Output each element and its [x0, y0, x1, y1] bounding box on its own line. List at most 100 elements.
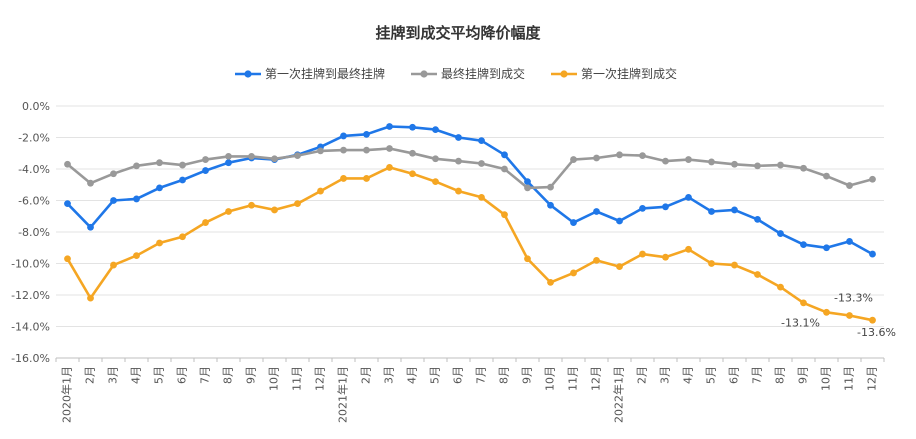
data-point [179, 161, 186, 169]
x-tick-label: 5月 [705, 366, 718, 384]
data-point [225, 159, 232, 167]
x-tick-label: 3月 [383, 366, 396, 384]
series-layer [64, 123, 876, 324]
data-point [156, 239, 163, 247]
x-tick-label: 10月 [544, 366, 557, 391]
x-tick-label: 9月 [245, 366, 258, 384]
data-point [340, 132, 347, 140]
x-tick-label: 2020年1月 [60, 366, 74, 423]
data-point [777, 230, 784, 237]
data-point [731, 261, 738, 269]
data-point [846, 312, 853, 319]
data-point [317, 187, 324, 195]
data-point [823, 244, 830, 252]
data-point [547, 183, 554, 191]
data-point [432, 155, 439, 163]
data-point [570, 269, 577, 277]
x-tick-label: 10月 [268, 366, 281, 391]
legend-item-1: 第一次挂牌到最终挂牌 [235, 66, 385, 81]
data-point [294, 200, 301, 208]
legend-swatch-marker [244, 70, 252, 78]
legend-item-3: 第一次挂牌到成交 [551, 66, 677, 81]
x-tick-label: 4月 [682, 366, 695, 384]
data-point [478, 193, 485, 201]
data-point [685, 193, 692, 201]
x-tick-label: 3月 [107, 366, 120, 384]
data-point [800, 241, 807, 249]
data-point [179, 233, 186, 241]
data-point [133, 162, 140, 170]
x-tick-label: 4月 [406, 366, 419, 384]
data-point [547, 201, 554, 209]
data-point [708, 208, 715, 215]
data-point [662, 253, 669, 261]
y-tick-label: -6.0% [18, 195, 50, 208]
data-point [524, 184, 531, 192]
data-point [64, 160, 71, 168]
x-tick-label: 5月 [429, 366, 442, 384]
data-point [225, 153, 232, 160]
data-point [869, 316, 876, 324]
chart-title: 挂牌到成交平均降价幅度 [375, 24, 541, 42]
data-point [179, 176, 186, 184]
data-point [248, 153, 255, 160]
y-tick-label: -2.0% [18, 132, 50, 145]
x-tick-label: 12月 [866, 366, 879, 391]
data-point [432, 178, 439, 186]
data-point [524, 255, 531, 263]
y-axis: 0.0% -2.0% -4.0% -6.0% -8.0% -10.0% -12.0% -14.… [11, 100, 50, 365]
data-point [547, 279, 554, 286]
data-point [409, 149, 416, 157]
data-point [593, 154, 600, 162]
data-point [501, 151, 508, 159]
x-tick-label: 2021年1月 [336, 366, 350, 423]
x-tick-label: 8月 [774, 366, 787, 384]
data-point [593, 208, 600, 215]
data-point [248, 201, 255, 209]
data-label: -13.1% [781, 316, 820, 329]
legend: 第一次挂牌到最终挂牌 最终挂牌到成交 第一次挂牌到成交 [235, 66, 677, 81]
y-tick-label: -8.0% [18, 226, 50, 239]
data-point [616, 217, 623, 225]
y-tick-label: -14.0% [11, 321, 50, 334]
series-3 [64, 164, 876, 324]
data-point [363, 146, 370, 154]
data-point [639, 152, 646, 160]
data-point [800, 299, 807, 307]
data-point [846, 182, 853, 189]
data-point [869, 250, 876, 258]
data-label: -13.6% [857, 326, 896, 339]
data-point [202, 156, 209, 163]
data-point [754, 271, 761, 278]
x-tick-label: 4月 [130, 366, 143, 384]
data-point [432, 126, 439, 134]
data-point [708, 158, 715, 166]
x-tick-label: 8月 [498, 366, 511, 384]
x-axis: 2020年1月 2月 3月 4月 5月 6月 7月 8月 9月 10月 11月 12月 2021年1月 2… [55, 358, 885, 423]
data-point [340, 146, 347, 154]
data-point [156, 184, 163, 192]
x-tick-label: 2月 [636, 366, 649, 384]
data-point [64, 255, 71, 263]
data-point [869, 175, 876, 183]
data-point [110, 170, 117, 178]
data-point [478, 160, 485, 167]
data-point [800, 164, 807, 172]
y-tick-label: -10.0% [11, 258, 50, 271]
data-point [87, 223, 94, 231]
x-tick-label: 10月 [820, 366, 833, 391]
data-point [363, 175, 370, 182]
data-point [87, 179, 94, 187]
data-point [501, 211, 508, 219]
x-tick-label: 6月 [176, 366, 189, 384]
data-point [708, 260, 715, 267]
data-point [570, 219, 577, 226]
y-tick-label: -12.0% [11, 289, 50, 302]
y-tick-label: -4.0% [18, 163, 50, 176]
x-tick-label: 2月 [360, 366, 373, 384]
x-tick-label: 7月 [475, 366, 488, 384]
x-tick-label: 7月 [199, 366, 212, 384]
data-point [846, 238, 853, 245]
legend-item-2: 最终挂牌到成交 [411, 66, 525, 81]
data-point [386, 164, 393, 171]
